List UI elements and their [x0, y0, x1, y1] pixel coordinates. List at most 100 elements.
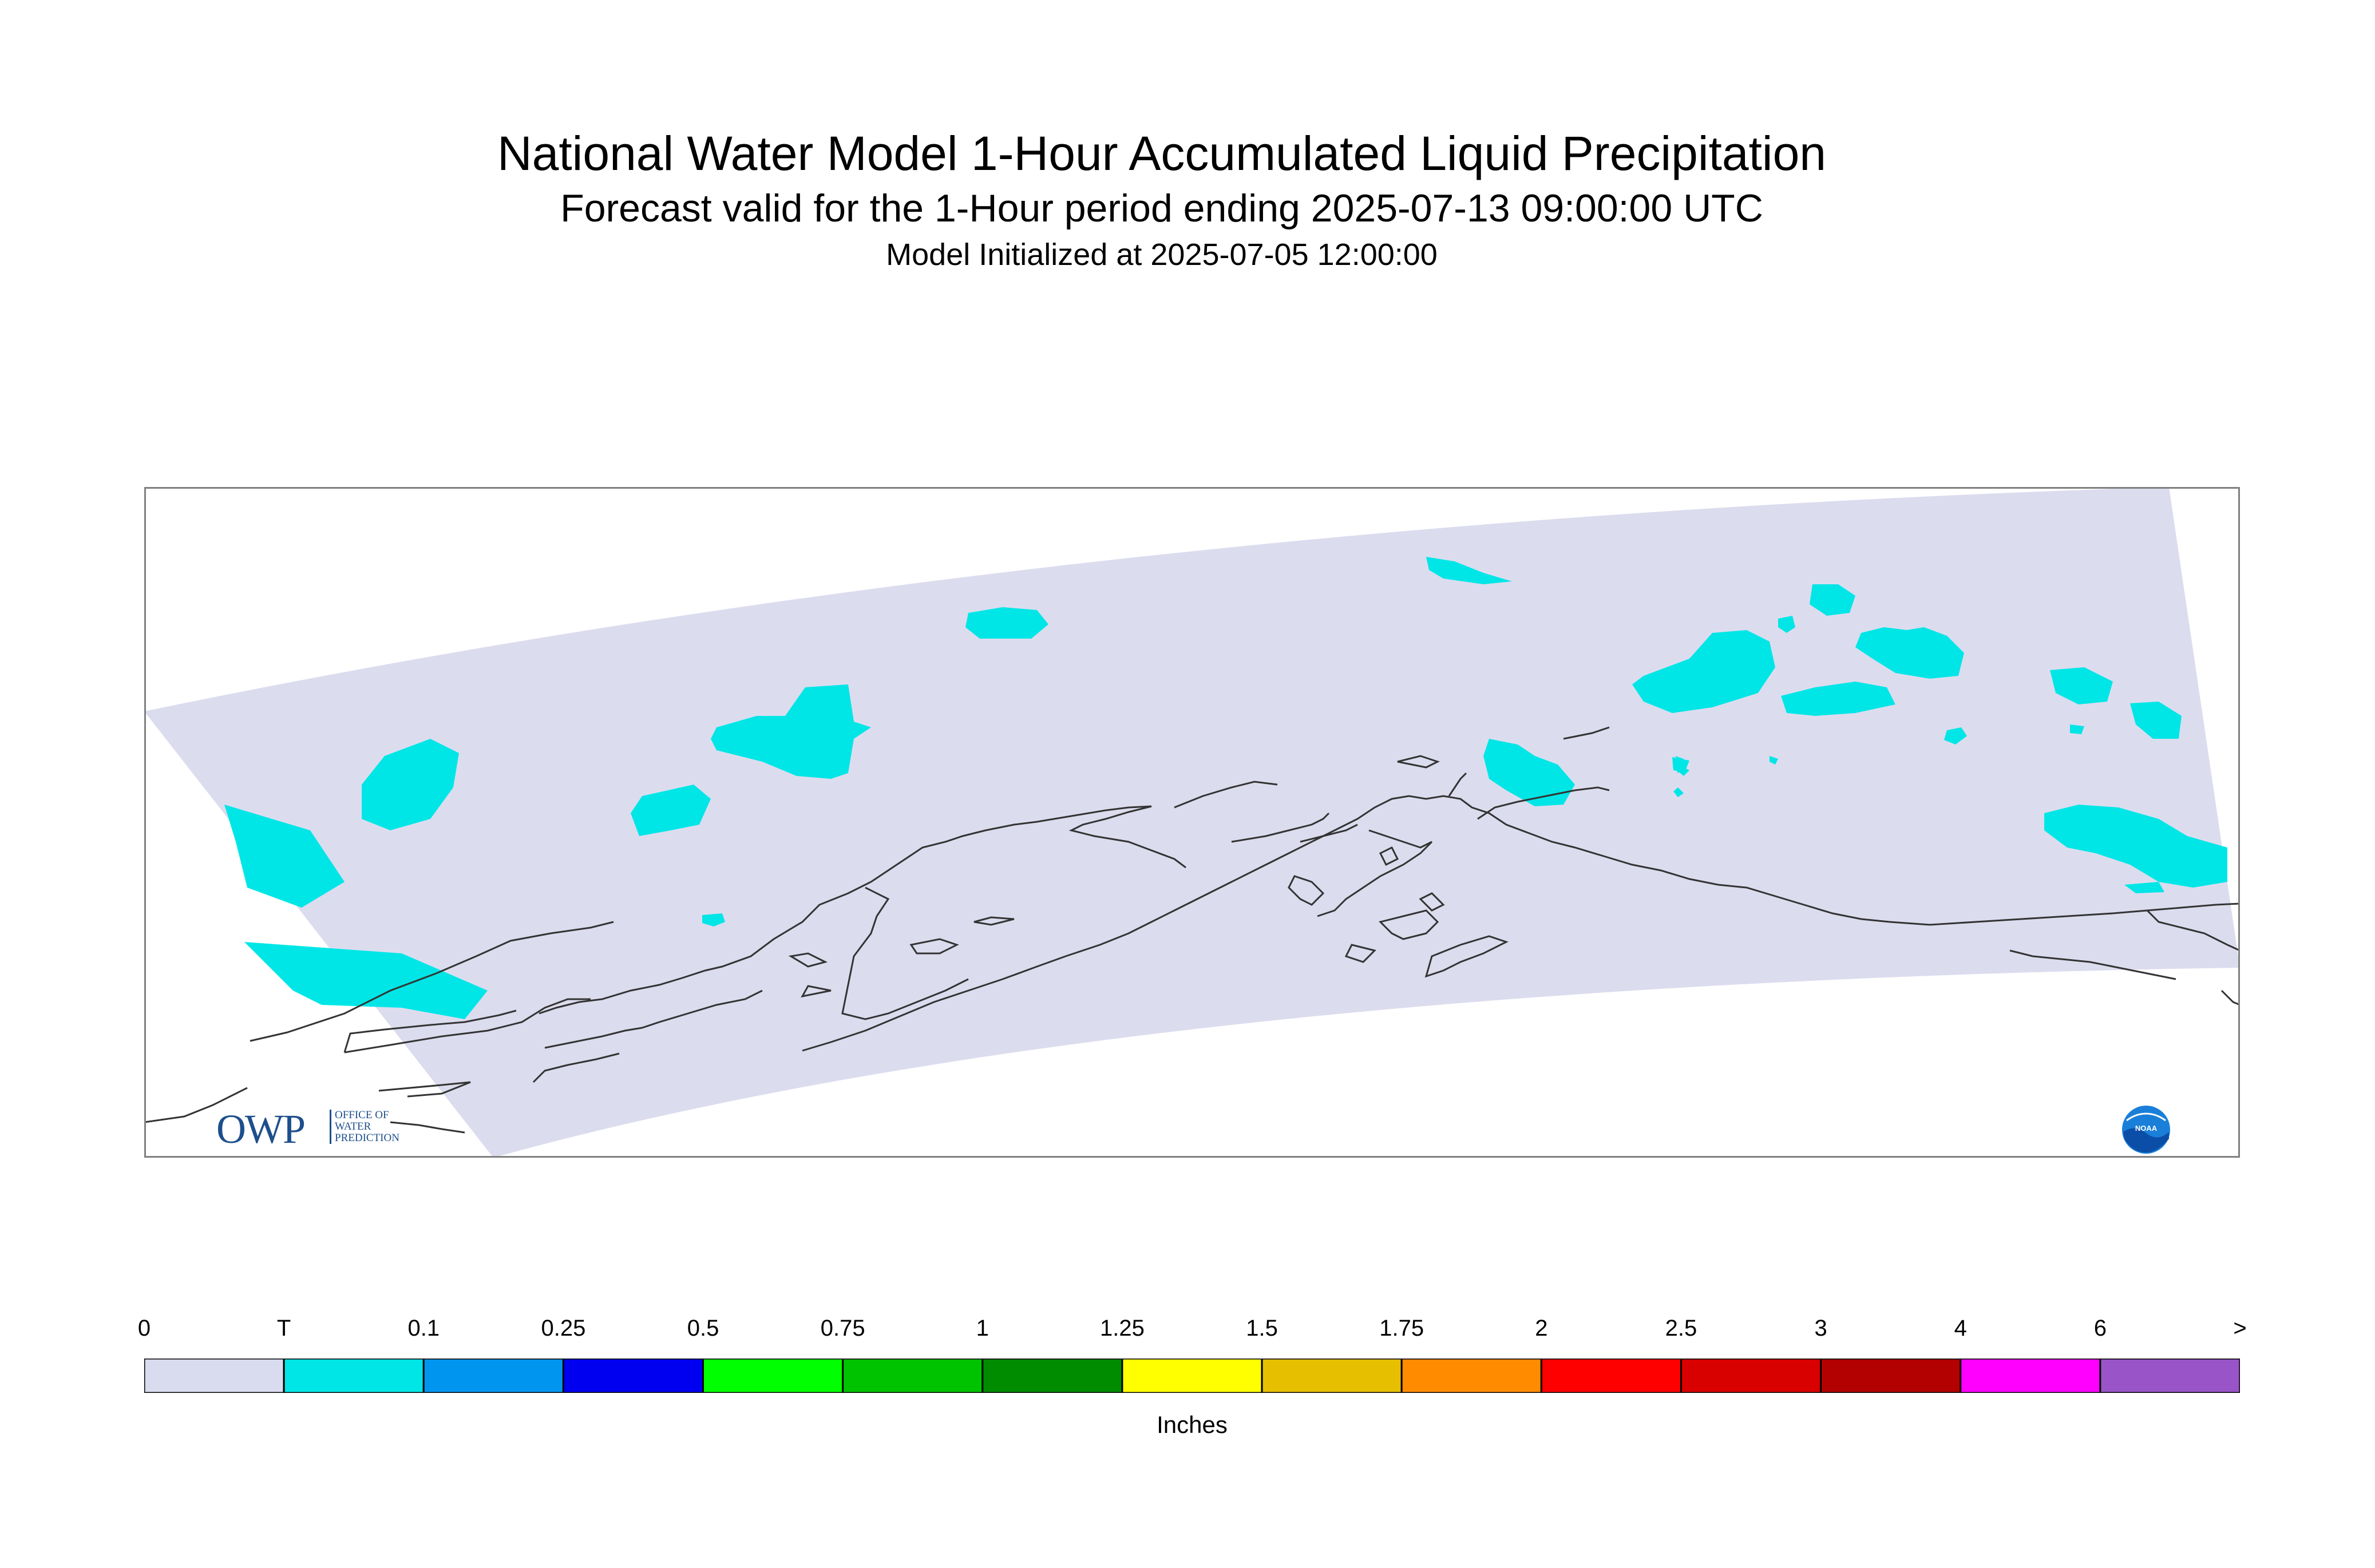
precip-cell — [711, 684, 871, 779]
coastline — [144, 1087, 248, 1123]
colorbar-tick-label: 0.1 — [407, 1316, 440, 1341]
coastline — [1300, 823, 1358, 843]
colorbar-tick-label: 6 — [2093, 1316, 2107, 1341]
owp-logo-subtext: OFFICE OF WATER PREDICTION — [330, 1110, 415, 1144]
precip-cell — [965, 607, 1048, 639]
coastline — [1448, 772, 1467, 797]
colorbar-tick-label: 3 — [1814, 1316, 1827, 1341]
coastline — [1424, 935, 1509, 978]
colorbar — [144, 1359, 2240, 1393]
colorbar-tick-label: 0.5 — [687, 1316, 719, 1341]
colorbar-tick-label: 1.75 — [1379, 1316, 1424, 1341]
precip-cell — [2050, 667, 2113, 704]
precip-cell — [224, 805, 345, 908]
colorbar-segment — [2099, 1359, 2240, 1393]
trace-precip-areas — [224, 557, 2227, 1019]
colorbar-tick-label: 0 — [137, 1316, 151, 1341]
precip-cell — [2130, 702, 2182, 739]
precip-cell — [702, 913, 725, 926]
colorbar-segment — [1960, 1359, 2101, 1393]
colorbar-segment — [702, 1359, 844, 1393]
coastline — [788, 952, 828, 968]
coastline — [1344, 944, 1376, 963]
colorbar-tick-label: 0.75 — [820, 1316, 865, 1341]
coastline — [390, 1121, 465, 1134]
precip-cell — [244, 942, 488, 1019]
precip-cell — [2070, 724, 2084, 734]
coastline — [539, 805, 1186, 1015]
map-subtitle: Forecast valid for the 1-Hour period end… — [560, 187, 1763, 230]
model-init-time: Model Initialized at 2025-07-05 12:00:00 — [886, 237, 1438, 272]
colorbar-segment — [1820, 1359, 1962, 1393]
precip-cell — [362, 739, 459, 830]
precip-cell — [1673, 787, 1684, 797]
map-frame — [144, 487, 2240, 1158]
colorbar-tick-label: 1.25 — [1099, 1316, 1145, 1341]
coastline — [841, 886, 969, 1020]
colorbar-tick-label: 4 — [1954, 1316, 1967, 1341]
precip-cell — [1944, 727, 1967, 745]
colorbar-segment — [1121, 1359, 1263, 1393]
coastline — [1231, 812, 1330, 843]
coastline — [1889, 902, 2240, 926]
colorbar-segment — [1400, 1359, 1542, 1393]
coastline — [2146, 909, 2240, 952]
coastlines — [144, 726, 2240, 1134]
coastline — [1563, 726, 1610, 740]
coastline — [378, 1081, 471, 1098]
coastline — [1174, 781, 1278, 809]
precipitation-map: OWP OFFICE OF WATER PREDICTION NOAA — [144, 487, 2240, 1158]
colorbar-segment — [144, 1359, 285, 1393]
coastline — [1379, 846, 1399, 866]
colorbar-segment — [1540, 1359, 1682, 1393]
coastline — [802, 795, 1890, 1052]
owp-logo-text: OWP — [216, 1106, 306, 1152]
coastline — [1477, 786, 1610, 820]
precip-cell — [631, 785, 711, 836]
svg-text:NOAA: NOAA — [2135, 1124, 2158, 1133]
colorbar-title: Inches — [1157, 1411, 1228, 1438]
precip-cell — [1672, 757, 1689, 772]
colorbar-tick-label: 2 — [1535, 1316, 1548, 1341]
colorbar-segment — [562, 1359, 704, 1393]
coastline — [1317, 829, 1433, 917]
noaa-logo: NOAA — [2122, 1106, 2170, 1154]
coastline — [1288, 875, 1325, 906]
colorbar-tick-label: 0.25 — [541, 1316, 586, 1341]
colorbar-tick-label: 1 — [976, 1316, 989, 1341]
colorbar-segment — [283, 1359, 425, 1393]
coastline — [1379, 909, 1439, 940]
colorbar-segment — [1680, 1359, 1822, 1393]
colorbar-tick-label: T — [276, 1316, 291, 1341]
coastline — [2220, 989, 2240, 1006]
colorbar-segment — [422, 1359, 564, 1393]
precip-cell — [1426, 557, 1512, 584]
colorbar-tick-label: > — [2233, 1316, 2247, 1341]
coastline — [2009, 949, 2176, 980]
coastline — [344, 998, 591, 1054]
colorbar-segment — [981, 1359, 1123, 1393]
coastline — [250, 921, 614, 1042]
coastline — [801, 985, 832, 998]
precip-cell — [2124, 882, 2164, 893]
map-title: National Water Model 1-Hour Accumulated … — [497, 126, 1827, 180]
map-canvas — [144, 487, 2240, 1158]
coastline — [909, 938, 959, 955]
colorbar-tick-label: 2.5 — [1665, 1316, 1697, 1341]
colorbar-segment — [1261, 1359, 1403, 1393]
precip-cell — [1855, 627, 1964, 679]
coastline — [343, 1009, 517, 1053]
precip-cell — [1778, 616, 1795, 633]
precip-cell — [1770, 756, 1778, 765]
precip-cell — [1632, 630, 1775, 713]
precip-cell — [1810, 584, 1855, 616]
precip-cell — [1483, 739, 1575, 806]
colorbar-segment — [842, 1359, 984, 1393]
precip-cell — [2044, 805, 2227, 888]
precip-cell — [1781, 682, 1895, 716]
colorbar-tick-label: 1.5 — [1246, 1316, 1278, 1341]
coastline — [1397, 755, 1440, 769]
coastline — [973, 916, 1015, 926]
coastline — [544, 989, 763, 1049]
coastline — [1419, 892, 1445, 912]
